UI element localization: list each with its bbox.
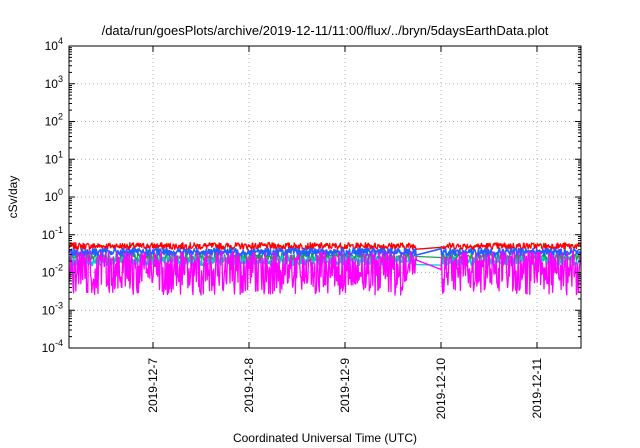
x-tick-label: 2019-12-9 — [338, 358, 352, 413]
chart-title: /data/run/goesPlots/archive/2019-12-11/1… — [102, 23, 549, 38]
y-tick-label: 104 — [45, 36, 63, 53]
series-group — [68, 242, 582, 296]
y-tick-label: 100 — [45, 187, 63, 204]
x-axis-label: Coordinated Universal Time (UTC) — [233, 431, 417, 445]
y-tick-label: 10-2 — [42, 263, 63, 280]
grid — [69, 46, 581, 348]
x-tick-label: 2019-12-10 — [434, 358, 448, 420]
x-tick-label: 2019-12-11 — [530, 358, 544, 419]
x-axis: 2019-12-7 2019-12-8 2019-12-9 2019-12-10 201… — [146, 46, 544, 419]
y-tick-label: 101 — [45, 149, 63, 166]
y-tick-label: 10-1 — [42, 225, 63, 242]
x-tick-label: 2019-12-8 — [242, 358, 256, 413]
y-tick-label: 10-3 — [42, 300, 63, 317]
y-tick-label: 10-4 — [42, 338, 63, 355]
y-tick-label: 102 — [45, 112, 63, 129]
x-tick-label: 2019-12-7 — [146, 358, 160, 413]
series-line — [68, 250, 582, 296]
y-axis-label: cSv/day — [6, 176, 20, 219]
y-axis: 10-4 10-3 10-2 10-1 100 101 102 103 104 — [42, 36, 581, 355]
y-tick-label: 103 — [45, 74, 63, 91]
